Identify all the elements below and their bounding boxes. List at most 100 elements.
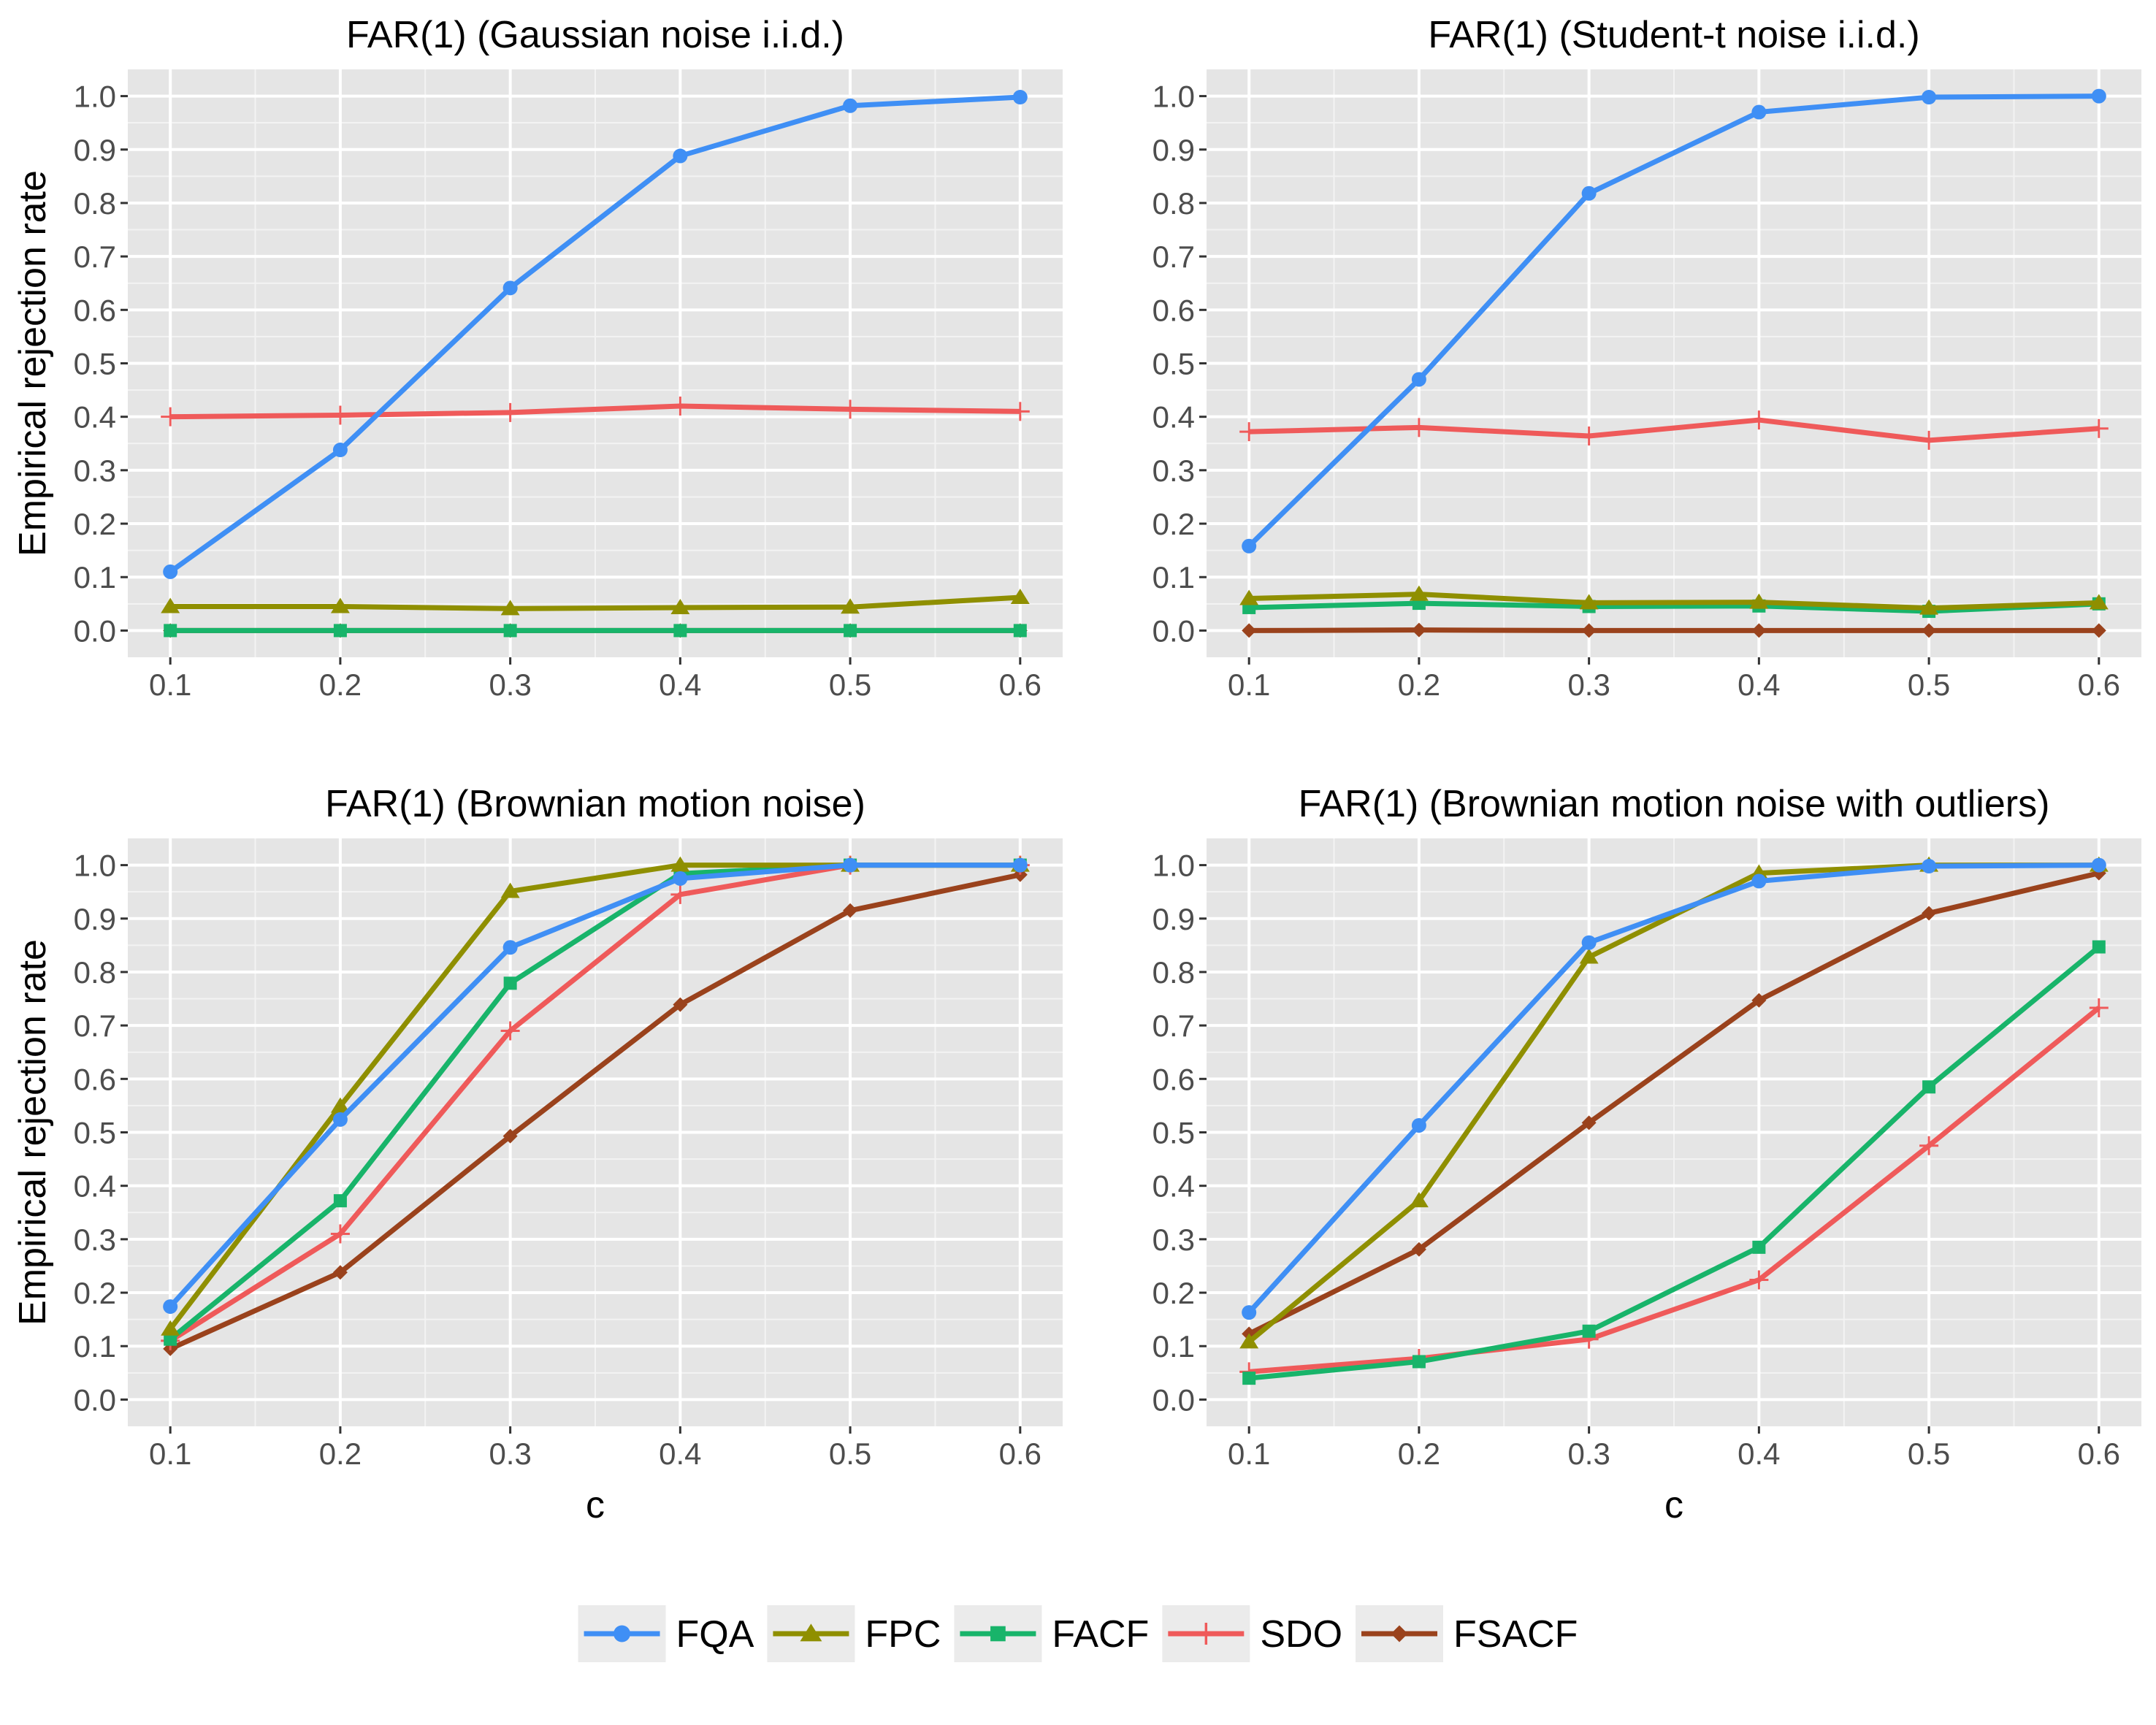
data-point-fqa <box>1581 935 1597 950</box>
data-point-facf <box>844 624 857 638</box>
data-point-sdo <box>500 402 520 422</box>
panel-1: 0.1 0.2 0.3 0.4 0.5 0.6 0.0 0.1 0.2 0.3 0.4 0.5 0.6 0… <box>12 14 1063 702</box>
y-tick-label: 0.0 <box>74 1382 116 1417</box>
x-axis-title: c <box>586 1484 605 1526</box>
y-tick-label: 0.6 <box>1152 1062 1195 1096</box>
data-point-fqa <box>1581 185 1597 201</box>
data-point-sdo <box>2089 998 2109 1017</box>
x-tick-label: 0.5 <box>1908 668 1950 702</box>
legend-label: FQA <box>676 1613 754 1656</box>
data-point-fsacf <box>1581 623 1597 638</box>
y-tick-label: 0.6 <box>74 293 116 327</box>
series-line-sdo <box>1249 417 2100 443</box>
data-point-fqa <box>843 857 858 873</box>
legend-key-marker <box>1391 1625 1408 1642</box>
data-point-fpc <box>500 882 520 898</box>
data-point-fpc <box>161 597 180 613</box>
y-tick-label: 1.0 <box>74 849 116 883</box>
data-point-fpc <box>161 1320 180 1336</box>
data-point-facf <box>1013 624 1027 638</box>
y-tick-label: 0.0 <box>1152 613 1195 648</box>
data-point-sdo <box>841 399 860 419</box>
data-point-facf <box>503 624 517 638</box>
y-tick-label: 1.0 <box>1152 80 1195 114</box>
y-tick-label: 0.4 <box>1152 1169 1195 1204</box>
data-point-fpc <box>1409 1192 1429 1208</box>
data-point-fpc <box>1239 589 1259 605</box>
y-axis-title: Empirical rejection rate <box>12 939 54 1326</box>
data-point-sdo <box>1749 410 1769 430</box>
x-tick-label: 0.4 <box>1738 1437 1780 1471</box>
legend-item-fqa: FQA <box>578 1605 754 1662</box>
series-line-fqa <box>1247 862 2099 1315</box>
legend-key-marker <box>990 1626 1006 1642</box>
y-tick-label: 0.0 <box>74 613 116 648</box>
data-point-sdo <box>670 397 690 416</box>
y-tick-label: 0.3 <box>74 454 116 488</box>
x-tick-label: 0.4 <box>1738 668 1780 702</box>
y-tick-label: 0.1 <box>74 560 116 594</box>
y-tick-label: 0.3 <box>74 1223 116 1257</box>
y-tick-label: 0.8 <box>74 955 116 990</box>
panel-4: 0.1 0.2 0.3 0.4 0.5 0.6 0.0 0.1 0.2 0.3 0.4 0.5 0.6 0… <box>1152 783 2141 1526</box>
x-axis-title: c <box>1664 1484 1683 1526</box>
data-point-fpc <box>841 598 860 614</box>
data-point-fqa <box>163 1299 178 1315</box>
data-point-fpc <box>2089 594 2109 610</box>
data-point-sdo <box>2089 418 2109 438</box>
data-point-fsacf <box>2091 623 2106 638</box>
data-point-sdo <box>1919 430 1939 450</box>
panel-2: 0.1 0.2 0.3 0.4 0.5 0.6 0.0 0.1 0.2 0.3 0.4 0.5 0.6 0… <box>1152 14 2141 702</box>
series-line-fsacf <box>1249 627 2099 633</box>
data-point-facf <box>1582 1324 1596 1338</box>
data-point-fsacf <box>843 903 858 918</box>
data-point-facf <box>1922 1080 1936 1094</box>
series-line-fqa <box>1247 93 2099 548</box>
data-point-facf <box>1412 1355 1426 1369</box>
series-line-fpc <box>1249 592 2099 611</box>
data-point-fqa <box>673 148 688 164</box>
y-tick-label: 1.0 <box>74 80 116 114</box>
y-tick-label: 0.7 <box>1152 1009 1195 1043</box>
legend-key-marker <box>613 1625 631 1642</box>
data-point-fqa <box>1012 857 1028 873</box>
y-tick-label: 0.9 <box>74 902 116 936</box>
x-tick-label: 0.6 <box>999 668 1041 702</box>
y-tick-label: 0.7 <box>74 1009 116 1043</box>
data-point-sdo <box>161 407 180 427</box>
data-point-sdo <box>670 884 690 904</box>
y-tick-label: 0.8 <box>1152 955 1195 990</box>
data-point-sdo <box>1010 402 1030 421</box>
series-line-fsacf <box>169 872 1021 1352</box>
data-point-fpc <box>330 1097 350 1113</box>
x-tick-label: 0.5 <box>829 1437 871 1471</box>
data-point-sdo <box>330 405 350 425</box>
y-tick-label: 0.4 <box>74 400 116 435</box>
data-point-fsacf <box>1922 623 1937 638</box>
legend-item-fsacf: FSACF <box>1356 1605 1578 1662</box>
legend: FQA FPC FACF SDO FSACF <box>578 1605 1578 1662</box>
series-line-fpc <box>170 594 1021 611</box>
data-point-fqa <box>1751 873 1767 889</box>
y-tick-label: 0.2 <box>1152 1276 1195 1310</box>
legend-label: FSACF <box>1453 1613 1578 1656</box>
x-tick-label: 0.4 <box>659 1437 701 1471</box>
x-tick-label: 0.4 <box>659 668 701 702</box>
data-point-facf <box>1242 1372 1256 1385</box>
panel-title: FAR(1) (Brownian motion noise) <box>325 783 865 825</box>
x-tick-label: 0.6 <box>999 1437 1041 1471</box>
y-tick-label: 0.5 <box>1152 1116 1195 1150</box>
data-point-fsacf <box>1411 622 1426 638</box>
data-point-facf <box>2092 940 2106 954</box>
y-tick-label: 0.5 <box>1152 347 1195 381</box>
data-point-sdo <box>1409 418 1429 437</box>
x-tick-label: 0.1 <box>149 1437 191 1471</box>
data-point-fqa <box>1922 90 1937 105</box>
data-point-facf <box>503 976 517 990</box>
series-line-facf <box>1249 600 2099 614</box>
data-point-fpc <box>1239 1333 1259 1349</box>
data-point-fsacf <box>673 997 688 1012</box>
data-point-facf <box>164 1332 177 1346</box>
y-tick-label: 0.1 <box>1152 1329 1195 1363</box>
